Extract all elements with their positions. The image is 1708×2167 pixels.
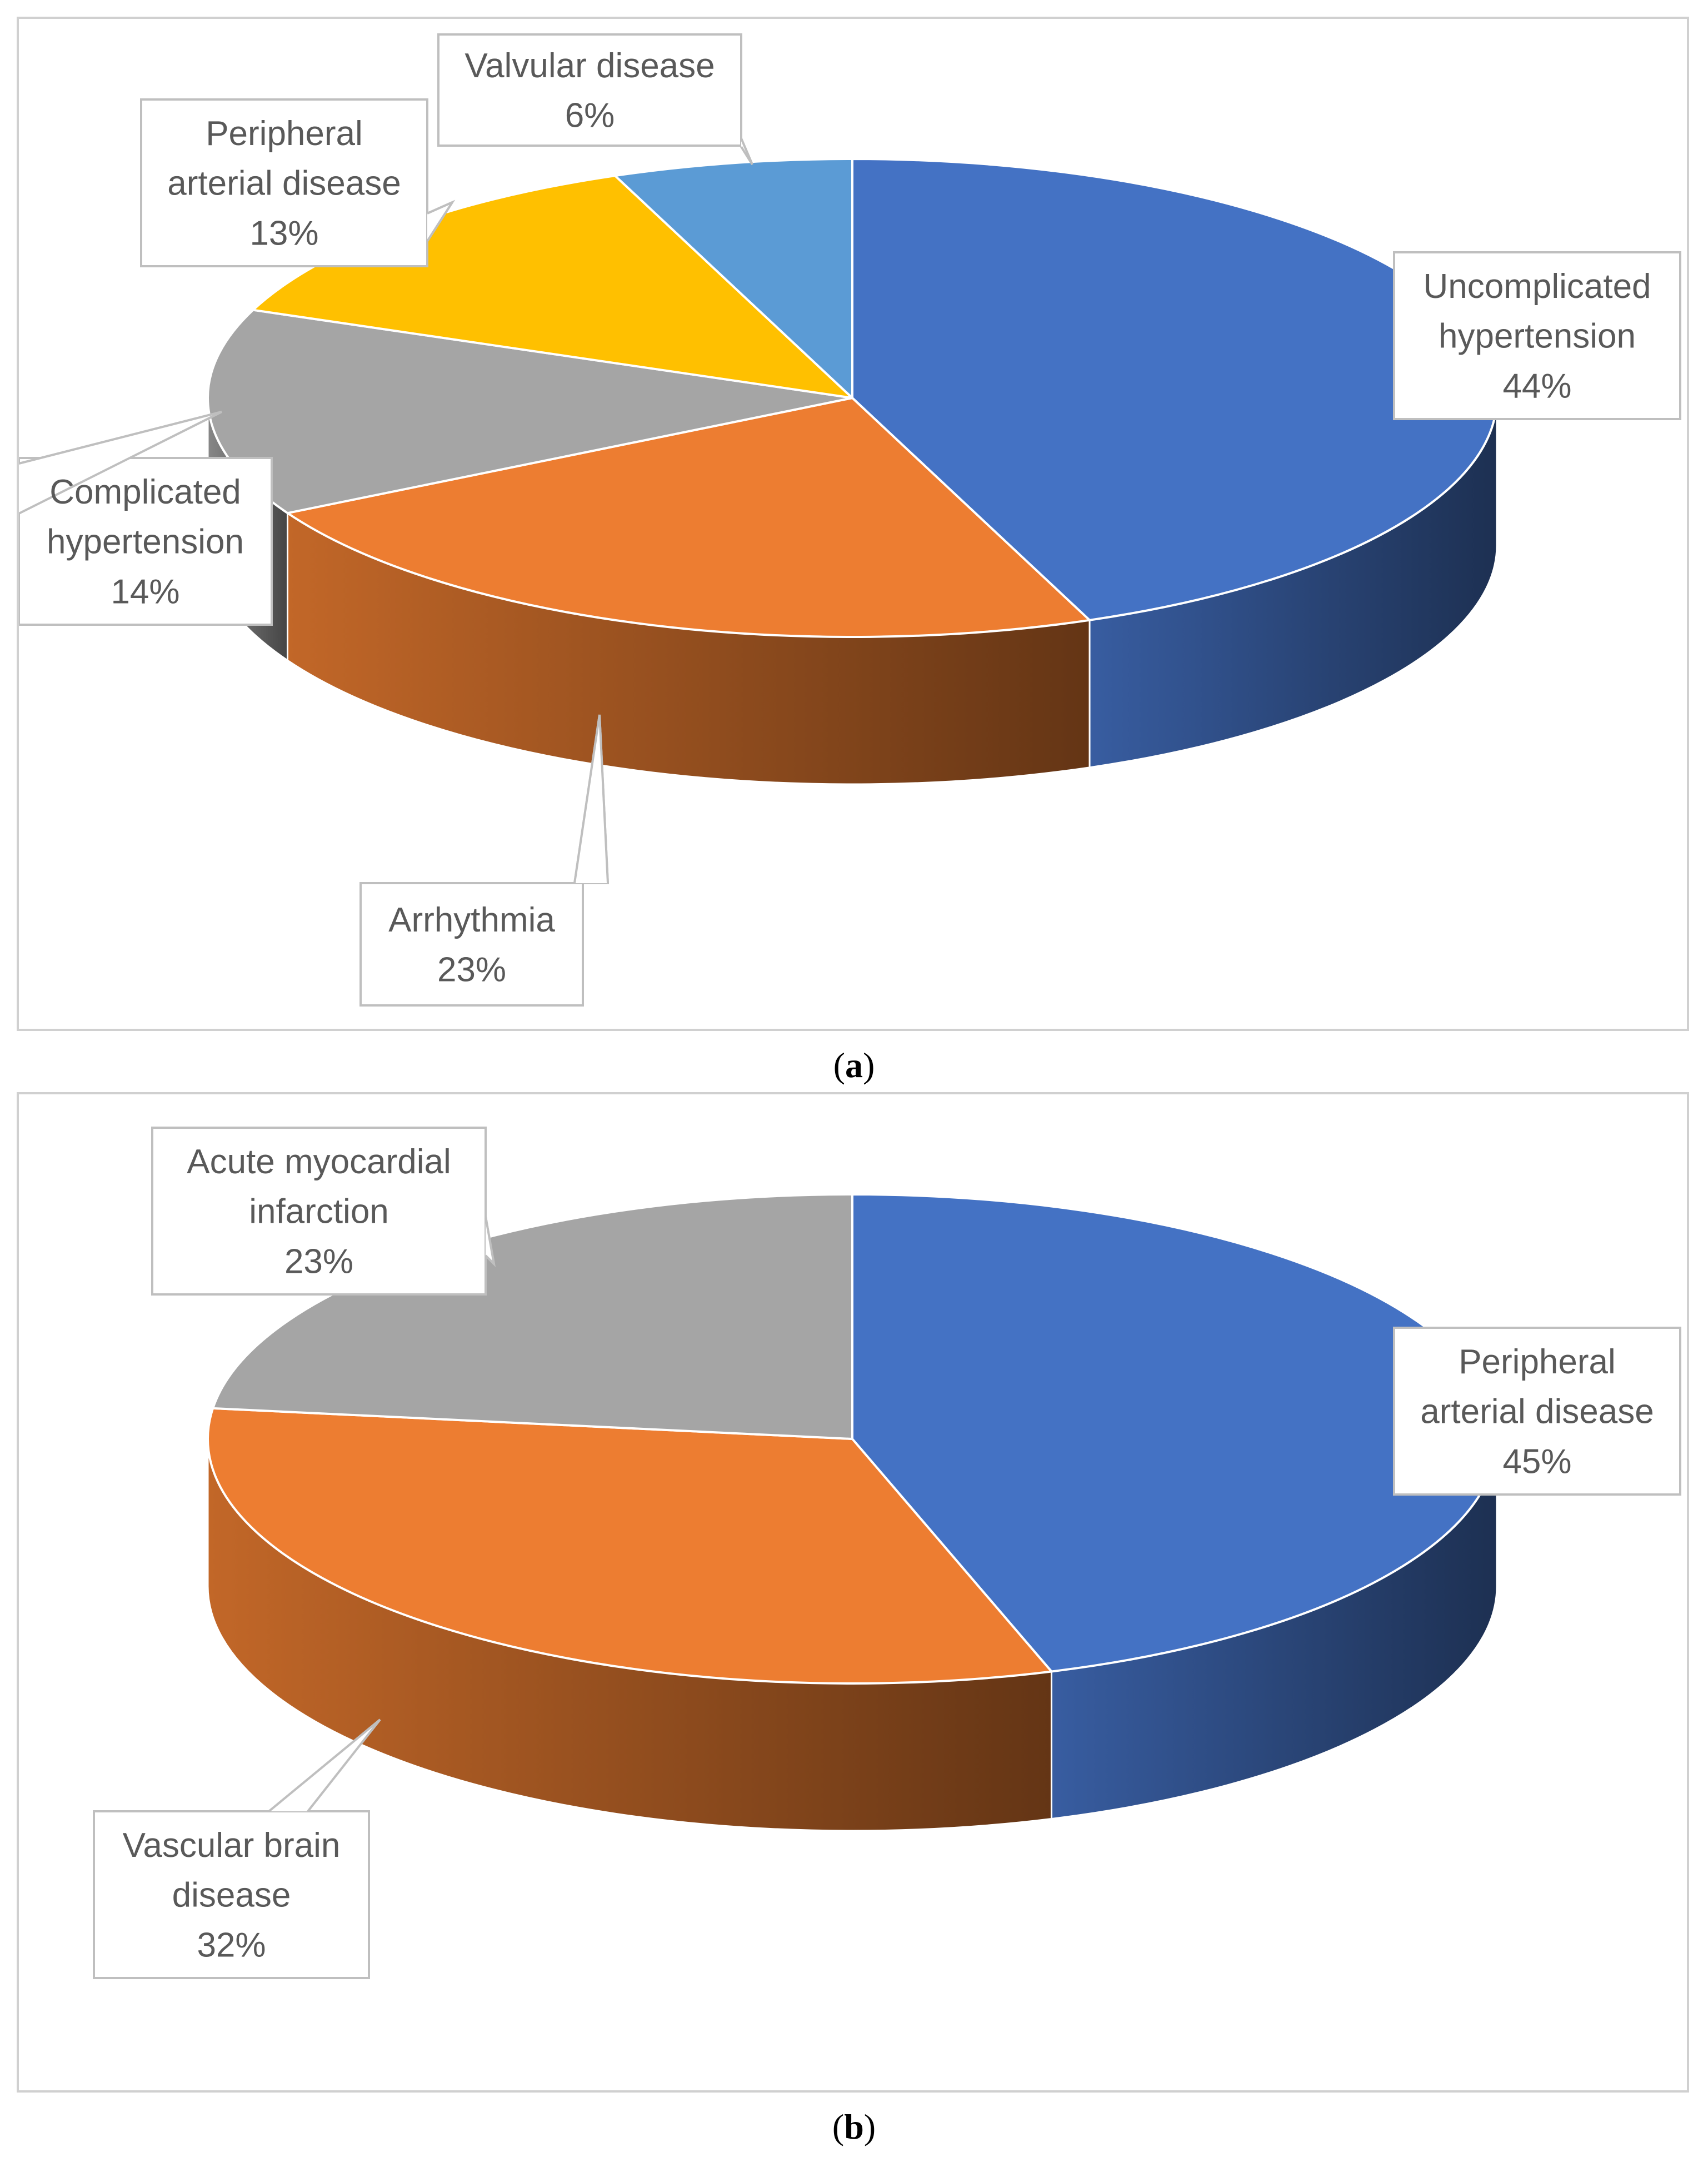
data-label-text: Arrhythmia xyxy=(388,901,555,939)
label-pointer-edge xyxy=(19,411,222,465)
pie-b-slice-1 xyxy=(207,1407,1053,1685)
caption-b-letter: b xyxy=(844,2107,864,2146)
label-box xyxy=(1393,251,1681,420)
label-box xyxy=(437,33,742,147)
data-label-a-2: Complicated hypertension 14% xyxy=(19,411,273,626)
data-label-text: Peripheral xyxy=(1459,1343,1616,1381)
label-box xyxy=(1393,1327,1681,1496)
data-label-text: Uncomplicated xyxy=(1423,267,1651,306)
label-pointer-edge xyxy=(426,201,453,242)
label-pointer-edge xyxy=(598,714,609,884)
label-box xyxy=(359,882,584,1007)
data-label-a-3: Peripheral arterial disease 13% xyxy=(140,98,456,267)
label-pointer-edge xyxy=(573,714,601,884)
data-label-text: Vascular brain xyxy=(123,1826,341,1865)
data-label-text: infarction xyxy=(249,1193,389,1231)
data-label-text: hypertension xyxy=(1439,317,1636,356)
label-pointer-edge xyxy=(19,411,222,515)
pie-chart-b: Peripheral arterial disease 45% Vascular br… xyxy=(93,1127,1681,1979)
label-pointer-fill xyxy=(575,715,608,883)
data-label-percent: 44% xyxy=(1502,367,1571,406)
label-pointer-edge xyxy=(740,146,753,166)
data-label-text: arterial disease xyxy=(167,165,401,203)
pie-chart-a: Uncomplicated hypertension 44% Arrhythmia 23… xyxy=(19,33,1681,1007)
data-label-percent: 14% xyxy=(111,573,179,611)
data-label-percent: 23% xyxy=(284,1243,353,1281)
data-label-percent: 6% xyxy=(565,97,615,135)
data-label-a-0: Uncomplicated hypertension 44% xyxy=(1393,251,1681,420)
chart-b-panel: Peripheral arterial disease 45% Vascular br… xyxy=(17,1092,1689,2093)
data-label-text: arterial disease xyxy=(1420,1393,1654,1431)
data-label-a-1: Arrhythmia 23% xyxy=(359,714,610,1007)
data-label-a-4: Valvular disease 6% xyxy=(437,33,753,166)
data-label-b-0: Peripheral arterial disease 45% xyxy=(1393,1327,1681,1496)
data-label-percent: 32% xyxy=(197,1926,266,1965)
label-pointer-edge xyxy=(268,1718,381,1812)
caption-b: (b) xyxy=(832,2107,876,2146)
pie-b-labels: Peripheral arterial disease 45% Vascular br… xyxy=(93,1127,1681,1979)
data-label-text: Peripheral xyxy=(206,114,363,153)
data-label-text: Acute myocardial xyxy=(187,1143,451,1181)
caption-a-letter: a xyxy=(845,1045,863,1085)
pie-a-slice-4 xyxy=(613,158,853,399)
data-label-text: disease xyxy=(172,1876,291,1915)
label-box xyxy=(140,98,428,267)
data-label-text: Complicated xyxy=(49,473,241,511)
label-pointer-edge xyxy=(307,1718,381,1812)
pie-a-slice-1 xyxy=(286,397,1091,638)
data-label-percent: 23% xyxy=(437,951,506,989)
data-label-percent: 13% xyxy=(249,215,318,253)
chart-a-panel: Uncomplicated hypertension 44% Arrhythmia 23… xyxy=(17,17,1689,1031)
label-pointer-edge xyxy=(427,201,453,215)
label-pointer-edge xyxy=(485,1216,495,1264)
data-label-b-1: Vascular brain disease 32% xyxy=(93,1718,381,1979)
data-label-percent: 45% xyxy=(1502,1443,1571,1481)
label-box xyxy=(93,1810,370,1979)
caption-a: (a) xyxy=(833,1045,875,1085)
label-pointer-edge xyxy=(485,1254,495,1265)
label-box xyxy=(151,1127,487,1296)
data-label-b-2: Acute myocardial infarction 23% xyxy=(151,1127,496,1296)
data-label-text: Valvular disease xyxy=(465,47,715,85)
pie-a-labels: Uncomplicated hypertension 44% Arrhythmia 23… xyxy=(19,33,1681,1007)
data-label-text: hypertension xyxy=(47,523,244,561)
pie-b-slices xyxy=(207,1193,1498,1685)
